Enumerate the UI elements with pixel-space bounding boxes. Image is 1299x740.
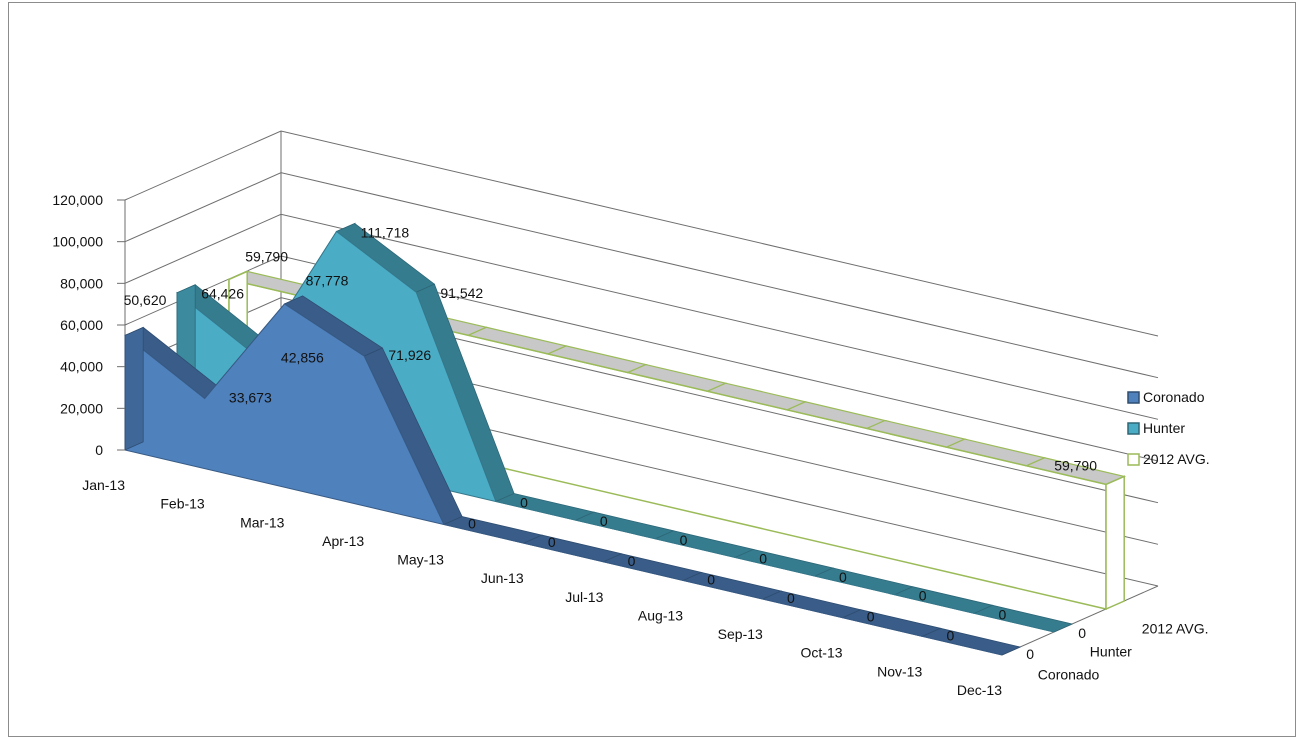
data-label: 59,790 — [1054, 457, 1097, 473]
x-tick-label: Jan-13 — [82, 477, 125, 493]
y-tick-label: 0 — [95, 442, 103, 458]
data-label: 91,542 — [440, 285, 483, 301]
hunter-top-face — [654, 530, 755, 558]
coronado-top-face — [761, 590, 862, 619]
y-tick-label: 40,000 — [60, 359, 103, 375]
data-label: 0 — [787, 590, 795, 606]
data-label: 50,620 — [124, 292, 167, 308]
x-tick-label: Apr-13 — [322, 533, 364, 549]
x-tick-label: Aug-13 — [638, 607, 683, 623]
gridline — [124, 130, 1159, 337]
y-tick-label: 120,000 — [52, 192, 103, 208]
depth-tick-label: 2012 AVG. — [1142, 621, 1209, 637]
y-tick-label: 60,000 — [60, 317, 103, 333]
data-label: 0 — [707, 571, 715, 587]
legend-swatch — [1127, 453, 1140, 466]
y-tick-label: 100,000 — [52, 234, 103, 250]
hunter-top-face — [494, 493, 596, 521]
avg-top-band — [864, 419, 967, 448]
coronado-top-face — [602, 553, 703, 581]
data-label: 59,790 — [245, 248, 288, 264]
legend-swatch — [1127, 391, 1140, 404]
legend-label: 2012 AVG. — [1143, 451, 1210, 467]
data-label: 0 — [1026, 646, 1034, 662]
avg-end-cap — [1105, 475, 1125, 611]
y-tick-label: 80,000 — [60, 275, 103, 291]
depth-tick-label: Coronado — [1038, 667, 1100, 683]
data-label: 71,926 — [388, 347, 431, 363]
data-label: 0 — [839, 569, 847, 585]
avg-top-band — [785, 401, 887, 430]
coronado-top-face — [921, 627, 1022, 656]
hunter-front-face — [176, 230, 1055, 633]
data-label: 42,856 — [281, 349, 324, 365]
avg-top-band — [705, 382, 808, 411]
coronado-top-face — [442, 516, 544, 544]
avg-top-band — [546, 345, 648, 374]
depth-tick-label: Hunter — [1090, 644, 1132, 660]
data-label: 0 — [520, 494, 528, 510]
hunter-top-face — [813, 567, 914, 596]
x-tick-label: Nov-13 — [877, 663, 922, 679]
data-label: 0 — [867, 609, 875, 625]
x-tick-label: Jul-13 — [565, 589, 603, 605]
data-label: 0 — [1078, 625, 1086, 641]
hunter-top-face — [893, 586, 994, 614]
hunter-top-face — [574, 511, 675, 540]
x-tick-label: May-13 — [397, 552, 444, 568]
x-tick-label: Oct-13 — [801, 645, 843, 661]
data-label: 111,718 — [361, 224, 410, 240]
coronado-front-face — [124, 303, 1003, 656]
data-label: 0 — [759, 550, 767, 566]
avg-top-band — [466, 326, 568, 355]
data-label: 0 — [468, 515, 476, 531]
floor-edge — [1001, 585, 1159, 656]
x-tick-label: Feb-13 — [160, 496, 205, 512]
data-label: 0 — [548, 534, 556, 550]
axes: 0 20,000 40,000 60,000 80,000 100,000 120,000 J… — [52, 192, 1208, 698]
legend: Coronado Hunter 2012 AVG. — [1127, 389, 1210, 467]
x-tick-label: Jun-13 — [481, 570, 524, 586]
legend-label: Hunter — [1143, 420, 1185, 436]
data-label: 0 — [919, 588, 927, 604]
data-label: 0 — [600, 513, 608, 529]
legend-swatch — [1127, 422, 1140, 435]
legend-label: Coronado — [1143, 389, 1205, 405]
data-labels: 33,673 71,926 0 0 0 0 0 0 0 0 64,426 42,856 111,718 9… — [124, 224, 1098, 661]
avg-top-band — [625, 363, 728, 392]
data-label: 64,426 — [201, 286, 244, 302]
series-coronado — [124, 295, 1022, 656]
hunter-top-face — [733, 548, 835, 577]
avg-top-band — [944, 438, 1047, 467]
coronado-top-face — [681, 571, 783, 600]
data-label: 0 — [628, 553, 636, 569]
data-label: 33,673 — [229, 389, 272, 405]
coronado-side-face — [124, 326, 144, 451]
data-label: 87,778 — [306, 273, 349, 289]
hunter-top-face — [973, 604, 1074, 633]
data-label: 0 — [680, 532, 688, 548]
data-label: 0 — [998, 606, 1006, 622]
y-tick-label: 20,000 — [60, 400, 103, 416]
coronado-top-face — [841, 609, 942, 637]
x-tick-label: Mar-13 — [240, 514, 285, 530]
coronado-top-face — [522, 534, 623, 563]
x-tick-label: Dec-13 — [957, 682, 1002, 698]
x-tick-label: Sep-13 — [718, 626, 763, 642]
data-label: 0 — [946, 627, 954, 643]
